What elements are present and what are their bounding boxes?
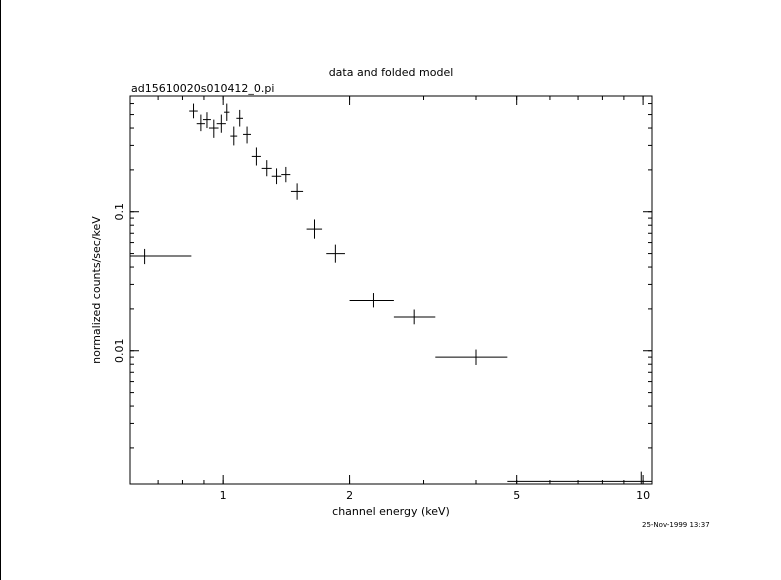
- data-point: [130, 248, 192, 265]
- x-axis-label: channel energy (keV): [332, 505, 450, 518]
- data-point: [306, 219, 323, 239]
- chart-title: data and folded model: [329, 66, 454, 79]
- plot-frame: [129, 95, 653, 485]
- data-points: [130, 103, 652, 484]
- data-point: [189, 103, 198, 119]
- data-point: [230, 126, 238, 146]
- data-point: [251, 147, 261, 166]
- data-point: [326, 244, 345, 263]
- data-point: [196, 114, 205, 132]
- chart-subtitle: ad15610020s010412_0.pi: [131, 82, 274, 95]
- data-point: [236, 109, 244, 127]
- data-point: [208, 119, 219, 138]
- x-tick-label: 5: [513, 489, 520, 502]
- y-tick-label: 0.1: [113, 203, 126, 221]
- x-tick-label: 1: [220, 489, 227, 502]
- data-point: [224, 103, 230, 121]
- data-point: [202, 112, 211, 129]
- data-point: [243, 126, 252, 144]
- x-tick-label: 10: [636, 489, 650, 502]
- data-point: [261, 160, 272, 177]
- data-point: [216, 114, 226, 133]
- y-tick-label: 0.01: [113, 338, 126, 363]
- data-point: [349, 293, 394, 308]
- data-point: [290, 183, 304, 200]
- timestamp: 25-Nov-1999 13:37: [642, 521, 710, 529]
- data-point: [281, 166, 291, 183]
- y-axis-label: normalized counts/sec/keV: [90, 216, 103, 364]
- window-edge: [0, 0, 1, 580]
- data-point: [435, 349, 508, 365]
- data-point: [507, 471, 652, 484]
- data-point: [271, 168, 282, 185]
- axis-ticks: 1 2 5 10 0.1 0.01: [113, 96, 652, 502]
- data-point: [393, 309, 436, 325]
- x-tick-label: 2: [346, 489, 353, 502]
